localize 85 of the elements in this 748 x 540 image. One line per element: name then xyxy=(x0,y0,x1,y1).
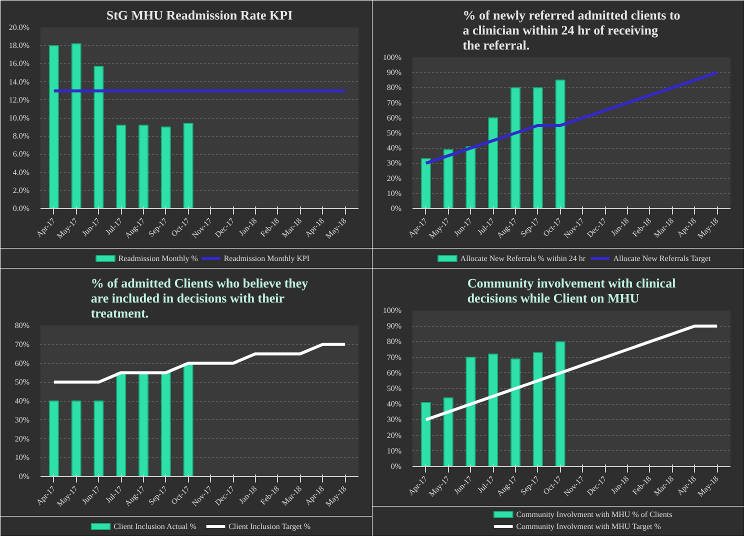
y-tick-label: 0% xyxy=(390,204,402,213)
y-tick-label: 18.0% xyxy=(8,41,30,50)
y-tick-label: 40% xyxy=(386,144,402,153)
y-tick-label: 10% xyxy=(386,188,402,198)
y-tick-label: 70% xyxy=(386,98,402,108)
chart-title: % of newly referred admitted clients to a clinician within 24 hr of receiving the referral. xyxy=(462,8,680,52)
y-tick-label: 80% xyxy=(386,83,402,92)
y-tick-label: 90% xyxy=(386,68,402,78)
y-tick-label: 0.0% xyxy=(12,204,30,213)
legend-label: Client Inclusion Target % xyxy=(228,522,311,531)
y-tick-label: 20% xyxy=(386,430,402,440)
y-tick-label: 10.0% xyxy=(8,114,30,122)
bar xyxy=(94,66,104,208)
chart-title: StG MHU Readmission Rate KPI xyxy=(106,8,293,22)
bar xyxy=(443,397,454,466)
legend-label: Client Inclusion Actual % xyxy=(114,522,197,531)
y-tick-label: 80% xyxy=(14,321,30,330)
legend-label: Community Involvment with MHU Target % xyxy=(516,522,662,531)
y-tick-label: 70% xyxy=(14,340,30,349)
bar xyxy=(466,356,476,466)
bar xyxy=(138,124,148,208)
bar xyxy=(48,400,59,476)
y-tick-label: 90% xyxy=(386,322,402,331)
y-tick-label: 16.0% xyxy=(8,59,30,68)
bar xyxy=(510,358,520,466)
bar xyxy=(160,372,171,476)
y-tick-label: 50% xyxy=(386,384,402,393)
chart-title: Community involvement with clinical decisions while Client on MHU xyxy=(467,276,676,306)
bar xyxy=(116,372,126,476)
y-tick-label: 50% xyxy=(14,378,30,387)
y-tick-label: 40% xyxy=(14,396,30,406)
bar xyxy=(138,372,148,476)
legend-label: Readmission Monthly % xyxy=(118,254,198,263)
bar xyxy=(443,149,454,208)
y-tick-label: 30% xyxy=(386,158,402,168)
bar xyxy=(94,400,104,476)
y-tick-label: 70% xyxy=(386,352,402,362)
y-tick-label: 12.0% xyxy=(8,95,30,104)
bar xyxy=(488,117,498,208)
bar xyxy=(116,124,126,208)
y-tick-label: 100% xyxy=(382,306,402,315)
bar xyxy=(510,87,520,208)
y-tick-label: 10% xyxy=(14,453,30,462)
y-tick-label: 10% xyxy=(386,446,402,456)
legend-label: Readmission Monthly KPI xyxy=(224,254,310,263)
y-tick-label: 50% xyxy=(386,128,402,138)
y-tick-label: 4.0% xyxy=(12,168,30,177)
line-series xyxy=(424,324,719,422)
y-tick-label: 0% xyxy=(18,472,30,481)
bar xyxy=(532,87,543,208)
y-tick-label: 0% xyxy=(390,462,402,471)
y-tick-label: 80% xyxy=(386,337,402,346)
y-tick-label: 30% xyxy=(14,415,30,424)
bar xyxy=(488,354,498,466)
bar xyxy=(183,122,194,208)
chart-title: % of admitted Clients who believe they are included in decisions with their treatment. xyxy=(90,276,309,320)
y-tick-label: 20.0% xyxy=(8,23,30,32)
bar xyxy=(555,341,566,466)
line-series xyxy=(424,71,719,165)
bar xyxy=(466,146,476,208)
y-tick-label: 14.0% xyxy=(8,77,30,86)
bar xyxy=(420,402,431,466)
bar xyxy=(71,43,82,208)
y-tick-label: 6.0% xyxy=(12,150,30,159)
bar xyxy=(160,126,171,208)
y-tick-label: 60% xyxy=(14,358,30,368)
y-tick-label: 40% xyxy=(386,400,402,409)
y-tick-label: 2.0% xyxy=(12,186,30,195)
bar xyxy=(532,352,543,466)
y-tick-label: 100% xyxy=(382,53,402,62)
bar xyxy=(71,400,82,476)
legend-label: Allocate New Referrals % within 24 hr xyxy=(460,254,586,263)
y-tick-label: 60% xyxy=(386,368,402,378)
y-tick-label: 30% xyxy=(386,415,402,424)
legend-label: Allocate New Referrals Target xyxy=(613,254,712,263)
bar xyxy=(48,45,59,208)
y-tick-label: 8.0% xyxy=(12,132,30,141)
bar xyxy=(555,80,566,208)
legend-label: Community Involvment with MHU % of Clients xyxy=(516,510,672,519)
bar xyxy=(183,362,194,476)
bar xyxy=(420,158,431,208)
y-tick-label: 60% xyxy=(386,113,402,122)
y-tick-label: 20% xyxy=(14,434,30,444)
y-tick-label: 20% xyxy=(386,174,402,183)
line-series xyxy=(52,342,347,384)
